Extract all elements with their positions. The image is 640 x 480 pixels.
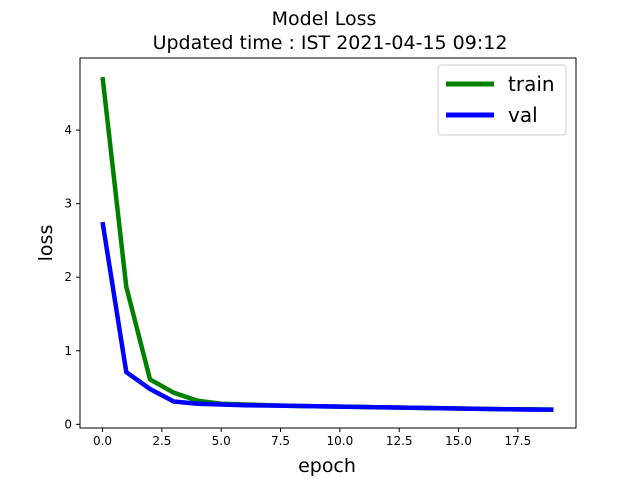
x-tick-label: 10.0 <box>327 434 354 448</box>
chart-title: Model Loss <box>272 8 377 30</box>
x-tick-label: 17.5 <box>504 434 531 448</box>
y-tick-label: 0 <box>64 417 72 431</box>
x-tick-label: 2.5 <box>152 434 171 448</box>
x-tick-label: 12.5 <box>386 434 413 448</box>
series-layer <box>100 76 554 412</box>
x-axis-label: epoch <box>298 455 356 477</box>
y-tick-label: 1 <box>64 344 72 358</box>
x-tick-label: 7.5 <box>271 434 290 448</box>
legend: train val <box>437 64 567 136</box>
y-tick-label: 4 <box>64 123 72 137</box>
x-tick-label: 5.0 <box>212 434 231 448</box>
y-axis: 0 1 2 3 4 <box>64 123 80 431</box>
legend-label-train: train <box>508 72 555 96</box>
x-tick-label: 0.0 <box>93 434 112 448</box>
legend-label-val: val <box>508 103 538 127</box>
y-tick-label: 3 <box>64 197 72 211</box>
series-line-val <box>100 221 554 412</box>
y-tick-label: 2 <box>64 270 72 284</box>
y-axis-label: loss <box>35 225 57 262</box>
x-axis: 0.0 2.5 5.0 7.5 10.0 12.5 15.0 17.5 <box>93 428 531 448</box>
plot-frame <box>79 57 577 429</box>
chart-title-group: Model Loss Updated time : IST 2021-04-15… <box>153 8 508 54</box>
x-tick-label: 15.0 <box>445 434 472 448</box>
chart-subtitle: Updated time : IST 2021-04-15 09:12 <box>153 32 508 54</box>
